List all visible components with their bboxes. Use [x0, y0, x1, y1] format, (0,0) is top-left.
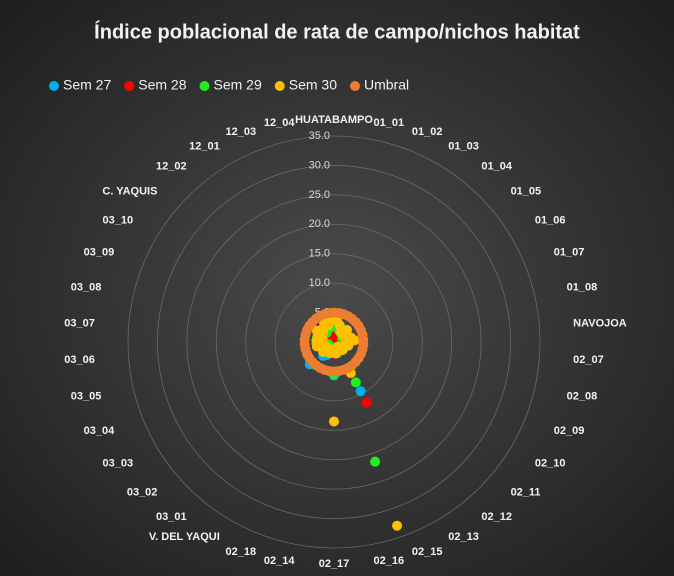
category-label: 02_14: [264, 555, 295, 567]
category-label: 03_02: [127, 486, 158, 498]
data-point: [392, 520, 403, 531]
data-point: [329, 416, 339, 427]
category-label: 12_02: [156, 161, 187, 173]
y-tick-label: 35.0: [309, 130, 330, 142]
legend-marker: [350, 81, 360, 91]
legend-marker: [199, 81, 210, 91]
category-label: V. DEL YAQUI: [149, 531, 220, 543]
grid-ring: [245, 253, 423, 431]
legend-marker: [49, 81, 59, 91]
grid-ring: [274, 282, 394, 402]
data-point: [350, 377, 361, 388]
data-point: [361, 397, 372, 408]
legend-marker: [274, 81, 285, 91]
legend-label: Sem 30: [289, 77, 337, 93]
category-label: 01_08: [567, 281, 598, 293]
category-label: 12_01: [189, 141, 220, 153]
chart-title: Índice poblacional de rata de campo/nich…: [94, 20, 580, 43]
category-label: 02_15: [412, 546, 443, 558]
category-label: 02_18: [225, 546, 256, 558]
legend-label: Umbral: [364, 77, 409, 93]
category-label: 02_17: [319, 558, 350, 570]
category-label: 02_09: [554, 425, 585, 437]
grid-ring: [186, 194, 482, 490]
category-label: 02_16: [374, 555, 405, 567]
category-label: 03_03: [102, 457, 133, 469]
legend-marker: [124, 81, 135, 91]
y-tick-label: 20.0: [309, 218, 330, 230]
category-label: 12_03: [225, 126, 256, 138]
y-tick-label: 10.0: [309, 277, 330, 289]
category-label: 01_05: [511, 186, 542, 198]
y-tick-label: 30.0: [309, 159, 330, 171]
legend-label: Sem 28: [138, 77, 186, 93]
data-point: [355, 386, 366, 397]
grid-ring: [215, 223, 453, 461]
category-label: 03_09: [84, 247, 115, 259]
category-label: 01_07: [554, 247, 585, 259]
category-label: 02_11: [511, 486, 541, 498]
category-label: 01_01: [374, 117, 405, 129]
category-label: 02_07: [573, 354, 604, 366]
category-label: 03_04: [84, 425, 115, 437]
category-label: 02_12: [481, 511, 512, 523]
category-label: HUATABAMPO: [295, 114, 373, 126]
category-label: 12_04: [264, 117, 295, 129]
y-tick-label: 25.0: [309, 189, 330, 201]
category-label: 03_01: [156, 511, 187, 523]
category-label: 02_10: [535, 457, 566, 469]
category-label: 01_03: [448, 141, 479, 153]
category-label: 03_08: [71, 281, 102, 293]
category-label: 03_10: [102, 214, 133, 226]
legend-label: Sem 27: [63, 77, 111, 93]
grid-ring: [127, 135, 541, 549]
category-label: 03_07: [64, 318, 95, 330]
y-tick-label: 15.0: [309, 248, 330, 260]
category-label: 01_02: [412, 126, 443, 138]
category-label: 02_13: [448, 531, 479, 543]
legend-label: Sem 29: [214, 77, 262, 93]
data-point: [370, 456, 381, 467]
grid-ring: [157, 165, 511, 519]
category-label: C. YAQUIS: [102, 186, 157, 198]
category-label: 01_06: [535, 214, 566, 226]
category-label: 02_08: [567, 390, 598, 402]
category-label: 03_06: [64, 354, 95, 366]
data-point: [324, 307, 335, 318]
category-label: NAVOJOA: [573, 318, 627, 330]
category-label: 01_04: [481, 161, 512, 173]
category-label: 03_05: [71, 390, 102, 402]
